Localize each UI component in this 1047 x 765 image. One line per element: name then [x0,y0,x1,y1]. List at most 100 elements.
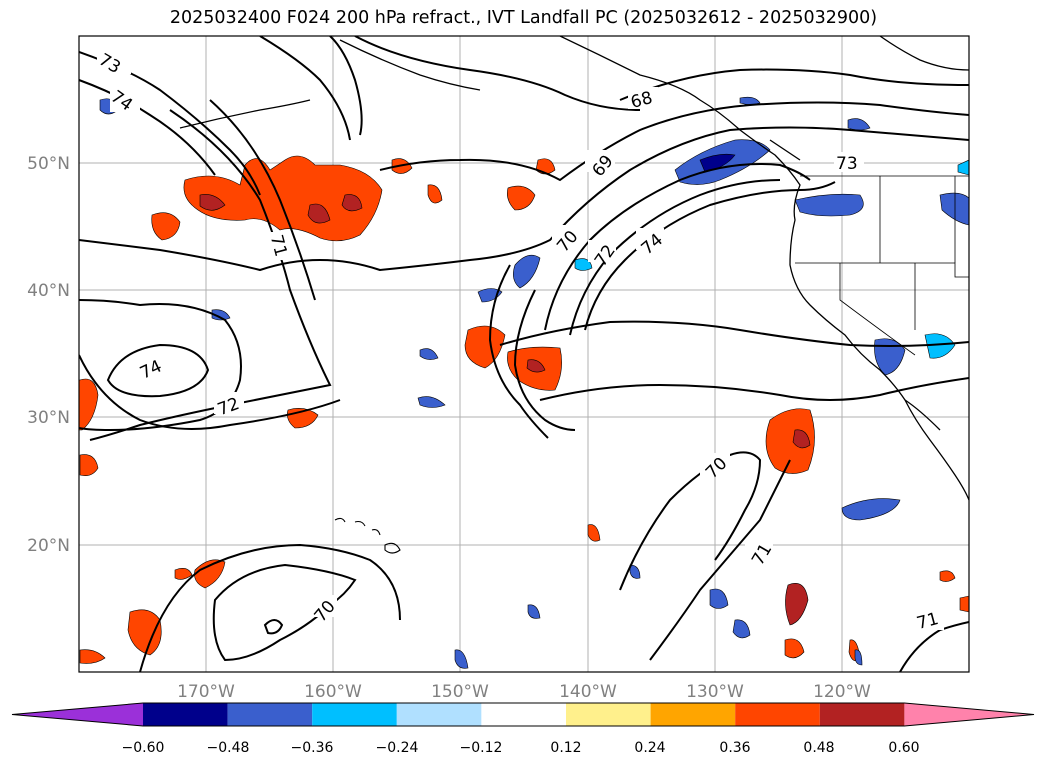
colorbar-tick: 0.60 [888,740,919,756]
colorbar-segment [396,703,482,726]
lat-labels: 50°N 40°N 30°N 20°N [27,154,70,556]
contour-72-east [544,163,811,331]
negative-anomaly-patch [854,649,863,666]
colorbar-segment [650,703,736,726]
contour-72-lower [79,354,341,430]
us-state-borders [795,175,969,356]
coastlines [179,36,969,501]
lon-label: 120°W [813,682,871,702]
colorbar-ticks: −0.60 −0.48 −0.36 −0.24 −0.12 0.12 0.24 … [122,740,920,756]
lon-labels: 170°W 160°W 150°W 140°W 130°W 120°W [177,682,871,702]
positive-anomaly-patch [784,638,805,659]
negative-anomaly-patch [709,588,729,609]
positive-anomaly-patch [587,524,601,542]
negative-anomaly-patch [957,159,969,176]
contour-southeast [539,377,969,401]
contour-inner [488,264,549,439]
contour-71-south [649,459,791,661]
colorbar-tick: −0.12 [460,740,503,756]
lat-label: 20°N [27,536,70,556]
positive-anomaly-patch [79,649,106,664]
lon-label: 130°W [686,682,744,702]
lat-label: 50°N [27,154,70,174]
lat-label: 30°N [27,408,70,428]
negative-anomaly-patch [739,96,761,105]
colorbar-tick: 0.36 [719,740,750,756]
contour-68 [619,68,969,101]
contour-72 [209,99,316,301]
contour-69 [379,101,969,182]
lon-label: 170°W [177,682,235,702]
colorbar-tick: 0.48 [803,740,834,756]
contour-labels: 73 74 68 69 70 71 72 74 73 74 72 70 71 7… [95,50,944,634]
positive-anomaly-patch [959,595,969,613]
colorbar-tick: −0.24 [376,740,419,756]
map-title: 2025032400 F024 200 hPa refract., IVT La… [169,8,878,28]
positive-anomaly-core [792,429,811,449]
positive-anomaly-patch [939,570,956,582]
positive-anomaly-core [199,194,363,224]
colorbar-segment [819,703,905,726]
contour-north [354,36,641,111]
ivt-shading [79,96,969,669]
negative-anomaly-patch [454,649,469,669]
islands [334,517,401,554]
colorbar-segment [143,703,228,726]
refractivity-contours [79,36,969,672]
contour-closed-74 [106,343,210,398]
colorbar-tick: 0.24 [634,740,665,756]
negative-anomaly-patch [841,498,901,521]
colorbar-tick: −0.48 [207,740,250,756]
contour-74-east [584,181,836,331]
lon-label: 140°W [559,682,617,702]
contour-73-east [569,179,781,336]
negative-anomaly-patch [211,309,231,321]
positive-anomaly-patch [127,609,162,656]
negative-anomaly-patch [874,338,906,376]
contour-small [263,619,284,635]
lon-label: 150°W [431,682,489,702]
positive-anomaly-patch [183,155,383,242]
contour-southeast [499,320,969,347]
map-frame [78,35,970,673]
contour-71 [89,109,332,441]
colorbar-tick: −0.60 [122,740,165,756]
positive-anomaly-patch [765,408,815,474]
colorbar-segment [904,703,1034,726]
contour-74 [79,79,216,176]
positive-anomaly-patch [151,212,181,241]
negative-anomaly-patch [732,619,751,639]
contour-70 [79,126,969,272]
negative-anomaly-patch [847,118,871,131]
negative-anomaly-patch [574,258,593,271]
colorbar-segment [312,703,397,726]
contour-west-outer [139,543,401,672]
colorbar-segment [12,703,143,726]
contour-label: 73 [836,154,858,174]
colorbar-segment [227,703,313,726]
negative-anomaly-patch [419,348,439,360]
positive-anomaly-core [526,359,546,373]
positive-anomaly-patch [194,559,226,589]
negative-anomaly-patch [629,564,641,579]
negative-anomaly-patch [513,254,541,289]
positive-anomaly-patch [79,378,99,431]
positive-anomaly-patch [174,568,193,580]
contour-70-south [619,451,762,591]
lat-label: 40°N [27,281,70,301]
colorbar-tick: 0.12 [550,740,581,756]
negative-anomaly-patch [794,193,864,217]
positive-anomaly-patch [427,184,443,204]
negative-anomaly-patch [527,604,541,619]
positive-anomaly-patch [785,583,809,626]
contour-north [259,36,351,141]
contour-west-loop [79,299,242,432]
colorbar-segment [566,703,651,726]
lon-label: 160°W [304,682,362,702]
positive-anomaly-patch [79,454,99,476]
negative-anomaly-patch [924,333,956,359]
colorbar [11,702,1035,727]
gridlines [79,36,969,672]
positive-anomaly-patch [464,325,506,369]
